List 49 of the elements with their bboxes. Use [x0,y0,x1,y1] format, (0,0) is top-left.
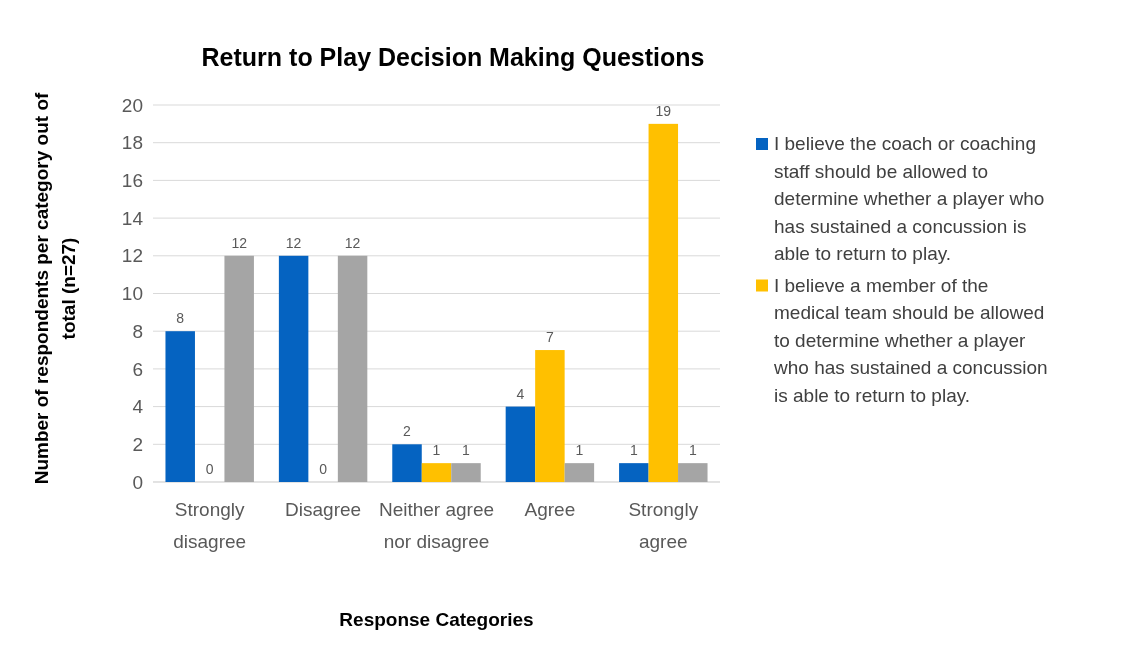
y-tick-label: 16 [121,170,143,192]
x-tick-label: Strongly agree [628,499,699,552]
y-tick-label: 10 [121,283,143,305]
bar [648,123,679,482]
y-tick-label: 18 [121,132,143,154]
bar [337,255,368,482]
y-tick-label: 0 [132,471,143,493]
x-tick-label: Neither agree nor disagree [378,499,495,552]
bar [278,255,309,482]
data-label: 0 [205,461,214,477]
x-tick-label: Agree [524,499,576,520]
data-label: 4 [516,385,525,402]
bar [224,255,254,482]
data-label: 12 [231,234,248,251]
y-tick-label: 4 [132,396,144,418]
data-label: 1 [432,442,441,459]
y-tick-label: 14 [121,207,144,229]
y-tick-label: 2 [132,433,143,455]
data-label: 7 [546,329,554,346]
data-label: 12 [285,234,302,251]
bar [619,463,649,482]
bar [535,350,565,482]
bar [451,463,481,482]
y-axis-title: Number of respondents per category out of total (n=27) [31,92,79,485]
bar [421,463,452,482]
data-label: 1 [629,442,638,459]
data-label: 0 [319,461,328,477]
data-label: 1 [575,442,584,459]
bar [505,406,536,482]
data-label: 2 [403,423,412,440]
y-tick-label: 6 [132,358,143,380]
y-tick-label: 8 [132,320,143,342]
legend-label: I believe the coach or coaching staff should be allowed to determine whether a player who has sustained a concussion is able to return to play. [774,133,1045,264]
y-tick-label: 20 [121,94,143,116]
data-label: 19 [655,102,672,119]
chart-title: Return to Play Decision Making Questions [201,43,705,71]
x-tick-label: Strongly disagree [173,499,247,552]
bar [564,463,595,482]
data-label: 1 [462,442,471,459]
bar [392,444,422,482]
y-tick-label: 12 [121,245,143,267]
data-label: 1 [688,442,697,459]
legend-label: I believe a member of the medical team should be allowed to determine whether a player who has sustained a concussion is able to return to play. [773,274,1048,406]
bar [678,463,708,482]
data-label: 12 [344,234,361,251]
data-label: 8 [176,310,185,327]
x-tick-label: Disagree [285,499,362,520]
x-axis-title: Response Categories [339,609,534,630]
bar [165,331,195,482]
